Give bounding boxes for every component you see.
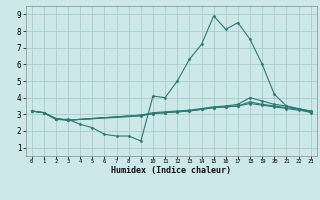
X-axis label: Humidex (Indice chaleur): Humidex (Indice chaleur) (111, 166, 231, 175)
